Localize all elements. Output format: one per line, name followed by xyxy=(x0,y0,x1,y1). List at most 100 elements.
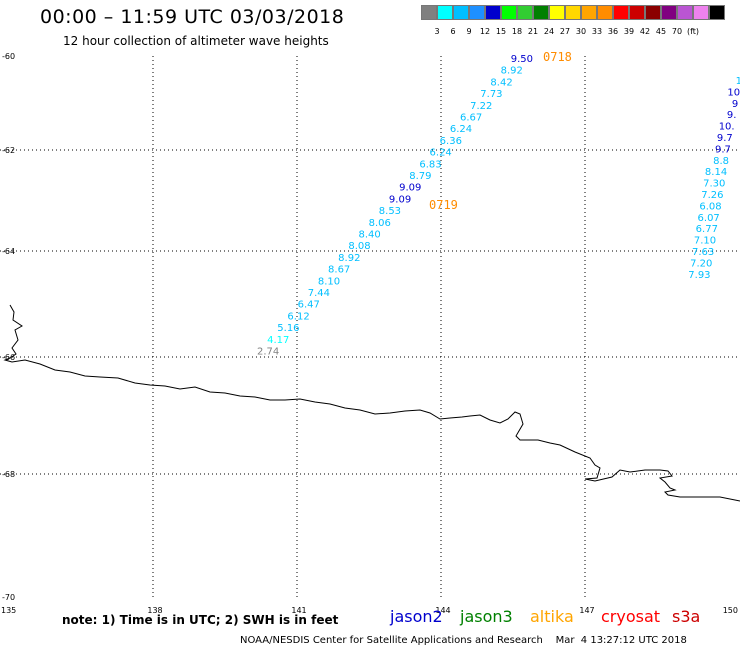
footnote: note: 1) Time is in UTC; 2) SWH is in fe… xyxy=(62,613,339,627)
lon-label: 147 xyxy=(579,606,594,615)
legend-label: 36 xyxy=(607,27,619,36)
lon-label: 138 xyxy=(147,606,162,615)
wave-height-label: 10 xyxy=(727,87,740,98)
legend-label: 33 xyxy=(591,27,603,36)
wave-height-label: 6.36 xyxy=(440,136,462,147)
legend-label: 15 xyxy=(495,27,507,36)
wave-height-label: 9.7 xyxy=(717,133,733,144)
wave-height-label: 9.50 xyxy=(511,54,533,65)
legend-swatch xyxy=(693,5,709,20)
wave-height-label: 7.10 xyxy=(694,236,716,247)
lon-label: 144 xyxy=(435,606,450,615)
legend-swatch xyxy=(709,5,725,20)
wave-height-label: 8.67 xyxy=(328,265,350,276)
lon-label: 150 xyxy=(723,606,738,615)
wave-height-label: 7.93 xyxy=(688,270,710,281)
wave-height-label: 9. xyxy=(727,110,737,121)
wave-height-label: 6.67 xyxy=(460,113,482,124)
wave-height-label: 7.30 xyxy=(703,179,725,190)
legend-swatch xyxy=(645,5,661,20)
wave-height-label: 8.92 xyxy=(338,253,360,264)
wave-height-legend: 3 6 9 12 15 18 21 24 27 30 33 36 39 42 45 70 (ft) xyxy=(421,5,727,36)
antarctic-coastline xyxy=(3,304,740,502)
wave-height-label: 9 xyxy=(732,99,738,110)
legend-swatch xyxy=(597,5,613,20)
legend-swatch xyxy=(469,5,485,20)
wave-height-label: 7.20 xyxy=(690,258,712,269)
legend-swatch xyxy=(501,5,517,20)
wave-height-label: 8.8 xyxy=(713,156,729,167)
wave-height-label: 7.26 xyxy=(701,190,723,201)
credit-line: NOAA/NESDIS Center for Satellite Applica… xyxy=(240,635,687,646)
wave-height-label: 9.7 xyxy=(715,144,731,155)
wave-height-label: 9.09 xyxy=(389,194,411,205)
satellite-cryosat: cryosat xyxy=(601,607,661,626)
wave-height-label: 7.22 xyxy=(470,101,492,112)
wave-height-label: 5.16 xyxy=(277,323,299,334)
legend-swatch xyxy=(517,5,533,20)
legend-label: 6 xyxy=(450,27,456,36)
wave-height-label: 6.12 xyxy=(287,311,309,322)
wave-height-label: 8.06 xyxy=(369,218,391,229)
legend-label: 27 xyxy=(559,27,571,36)
legend-label: 12 xyxy=(479,27,491,36)
legend-label: 30 xyxy=(575,27,587,36)
legend-swatch xyxy=(565,5,581,20)
pass-label-0718: 0718 xyxy=(543,50,572,64)
wave-height-label: 10. xyxy=(719,122,735,133)
lat-label: -64 xyxy=(2,247,15,256)
legend-label: 39 xyxy=(623,27,635,36)
wave-height-label: 8.42 xyxy=(490,77,512,88)
legend-swatch xyxy=(661,5,677,20)
legend-swatch xyxy=(533,5,549,20)
wave-height-label: 8.92 xyxy=(501,66,523,77)
wave-height-label: 8.14 xyxy=(705,167,727,178)
lat-label: -68 xyxy=(2,470,15,479)
legend-label: 45 xyxy=(655,27,667,36)
wave-height-label: 8.10 xyxy=(318,276,340,287)
legend-swatch xyxy=(549,5,565,20)
wave-height-label: 2.74 xyxy=(257,347,279,358)
wave-height-label: 6.83 xyxy=(419,159,441,170)
page-title: 00:00 – 11:59 UTC 03/03/2018 xyxy=(40,6,345,28)
legend-label: 24 xyxy=(543,27,555,36)
map-grid: -60 -62 -64 -66 -68 -70 135 138 141 144 147 150 xyxy=(0,52,740,615)
wave-height-label: 6.24 xyxy=(430,148,452,159)
legend-swatch xyxy=(453,5,469,20)
legend-label: 9 xyxy=(466,27,472,36)
satellite-jason2: jason2 xyxy=(390,607,443,626)
wave-height-label: 7.73 xyxy=(480,89,502,100)
wave-height-label: 6.08 xyxy=(699,201,721,212)
wave-height-label: 7.63 xyxy=(692,247,714,258)
wave-height-label: 6.24 xyxy=(450,124,472,135)
legend-label: (ft) xyxy=(686,27,700,36)
legend-swatch xyxy=(581,5,597,20)
lat-label: -66 xyxy=(2,353,15,362)
lat-label: -62 xyxy=(2,146,15,155)
wave-height-label: 6.77 xyxy=(696,224,718,235)
lat-label: -70 xyxy=(2,593,15,602)
legend-label: 70 xyxy=(671,27,683,36)
legend-label: 21 xyxy=(527,27,539,36)
legend-swatch xyxy=(613,5,629,20)
wave-height-label: 8.79 xyxy=(409,171,431,182)
wave-height-label: 6.47 xyxy=(298,300,320,311)
wave-height-label: 7.44 xyxy=(308,288,330,299)
legend-swatch xyxy=(677,5,693,20)
legend-swatch xyxy=(485,5,501,20)
wave-height-label: 9.09 xyxy=(399,183,421,194)
lon-label: 135 xyxy=(1,606,16,615)
altimeter-track-0719: 9.508.928.427.737.226.676.246.366.246.83… xyxy=(257,54,533,358)
wave-height-label: 4.17 xyxy=(267,335,289,346)
wave-height-label: 8.53 xyxy=(379,206,401,217)
satellite-jason3: jason3 xyxy=(460,607,513,626)
wave-height-label: 8.08 xyxy=(348,241,370,252)
altimeter-track-east: 11099.10.9.79.78.88.147.307.266.086.076.… xyxy=(688,76,740,281)
pass-label-0719: 0719 xyxy=(429,198,458,212)
legend-label: 18 xyxy=(511,27,523,36)
legend-label: 3 xyxy=(434,27,440,36)
wave-height-label: 6.07 xyxy=(698,213,720,224)
wave-height-label: 1 xyxy=(736,76,740,87)
legend-label: 42 xyxy=(639,27,651,36)
